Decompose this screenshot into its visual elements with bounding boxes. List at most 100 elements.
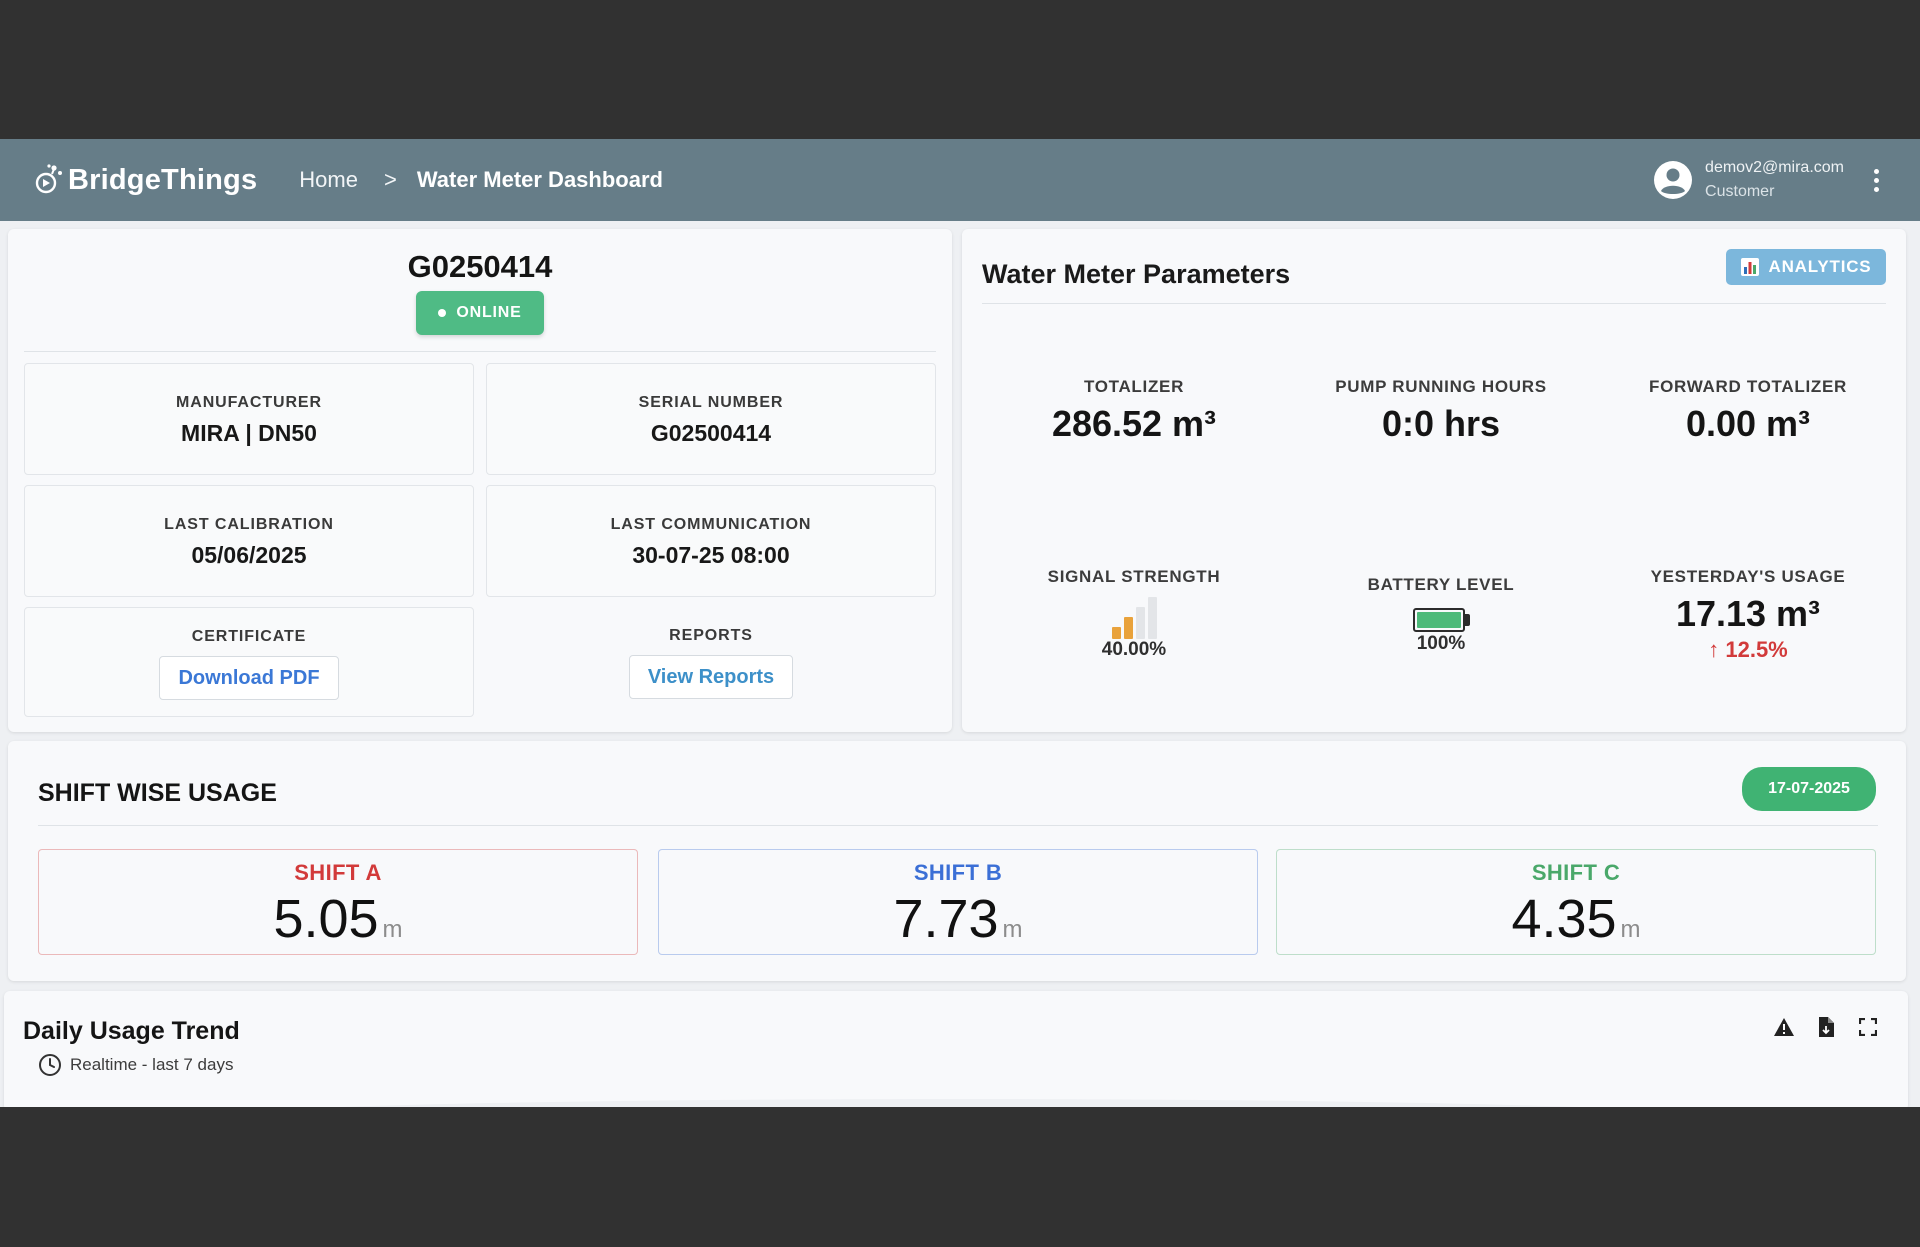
download-pdf-button[interactable]: Download PDF bbox=[159, 656, 339, 700]
user-info: demov2@mira.com Customer bbox=[1705, 156, 1844, 204]
yesterdays-usage-value: 17.13 m³ bbox=[1675, 593, 1821, 634]
view-reports-button[interactable]: View Reports bbox=[628, 655, 794, 699]
serial-number-value: G02500414 bbox=[650, 420, 772, 446]
last-communication-box: LAST COMMUNICATION 30-07-25 08:00 bbox=[486, 485, 936, 597]
shift-b-box: SHIFT B 7.73 m bbox=[658, 849, 1258, 955]
device-id: G0250414 bbox=[407, 249, 553, 284]
analytics-button-label: ANALYTICS bbox=[1768, 257, 1872, 276]
shift-date-picker[interactable]: 17-07-2025 bbox=[1742, 767, 1876, 811]
top-navigation-bar: BridgeThings Home > Water Meter Dashboar… bbox=[0, 139, 1920, 221]
totalizer-label: TOTALIZER bbox=[1083, 377, 1185, 396]
status-label: ONLINE bbox=[456, 304, 522, 321]
brand-logo[interactable]: BridgeThings bbox=[32, 163, 257, 197]
certificate-label: CERTIFICATE bbox=[191, 628, 307, 645]
shift-usage-unit: m bbox=[1620, 916, 1641, 943]
status-badge: ONLINE bbox=[416, 291, 544, 335]
last-communication-label: LAST COMMUNICATION bbox=[610, 516, 812, 533]
trend-title: Daily Usage Trend bbox=[23, 1017, 240, 1045]
divider bbox=[982, 303, 1886, 304]
shift-c-box: SHIFT C 4.35 m bbox=[1276, 849, 1876, 955]
signal-bar bbox=[1111, 627, 1121, 639]
certificate-box: CERTIFICATE Download PDF bbox=[24, 607, 474, 717]
shift-usage-number: 5.05 bbox=[273, 889, 379, 949]
trend-chart-area bbox=[184, 1099, 1734, 1107]
forward-totalizer-value: 0.00 m³ bbox=[1685, 403, 1811, 444]
shift-value: 4.35 m bbox=[1277, 888, 1875, 950]
yesterdays-usage-metric: YESTERDAY'S USAGE 17.13 m³ ↑ 12.5% bbox=[1598, 567, 1898, 663]
divider bbox=[38, 825, 1878, 826]
signal-bar bbox=[1123, 617, 1133, 639]
warning-icon[interactable] bbox=[1772, 1015, 1796, 1039]
parameters-title: Water Meter Parameters bbox=[982, 259, 1291, 289]
pump-running-hours-label: PUMP RUNNING HOURS bbox=[1335, 377, 1547, 396]
last-communication-value: 30-07-25 08:00 bbox=[632, 542, 790, 568]
shift-usage-title: SHIFT WISE USAGE bbox=[38, 779, 277, 807]
user-menu[interactable]: demov2@mira.com Customer bbox=[1653, 156, 1888, 204]
signal-strength-label: SIGNAL STRENGTH bbox=[1047, 567, 1221, 586]
account-circle-icon bbox=[1654, 161, 1693, 199]
bridgethings-logo-icon bbox=[35, 164, 62, 194]
serial-number-label: SERIAL NUMBER bbox=[638, 394, 784, 411]
shift-value: 7.73 m bbox=[659, 888, 1257, 950]
pump-running-hours-metric: PUMP RUNNING HOURS 0:0 hrs bbox=[1291, 377, 1591, 445]
battery-level-metric: BATTERY LEVEL 100% bbox=[1291, 575, 1591, 655]
trend-subtitle: Realtime - last 7 days bbox=[38, 1053, 233, 1077]
shift-value: 5.05 m bbox=[39, 888, 637, 950]
last-calibration-box: LAST CALIBRATION 05/06/2025 bbox=[24, 485, 474, 597]
export-file-icon[interactable] bbox=[1814, 1015, 1838, 1039]
last-calibration-label: LAST CALIBRATION bbox=[164, 516, 334, 533]
dashboard-app: BridgeThings Home > Water Meter Dashboar… bbox=[0, 139, 1920, 1107]
user-email: demov2@mira.com bbox=[1705, 159, 1844, 176]
device-info-card: G0250414 ONLINE MANUFACTURER MIRA | DN50… bbox=[8, 229, 952, 732]
serial-number-box: SERIAL NUMBER G02500414 bbox=[486, 363, 936, 475]
user-role: Customer bbox=[1705, 183, 1775, 200]
signal-bar bbox=[1135, 607, 1145, 639]
breadcrumb: Home > Water Meter Dashboard bbox=[299, 167, 663, 193]
battery-fill bbox=[1416, 612, 1461, 628]
breadcrumb-separator: > bbox=[383, 167, 397, 192]
yesterdays-usage-change: ↑ 12.5% bbox=[1708, 637, 1788, 662]
trend-timewindow-label: Realtime - last 7 days bbox=[70, 1055, 234, 1074]
forward-totalizer-label: FORWARD TOTALIZER bbox=[1649, 377, 1847, 396]
water-meter-parameters-card: Water Meter Parameters ANALYTICS TOTALIZ… bbox=[962, 229, 1906, 732]
yesterdays-usage-label: YESTERDAY'S USAGE bbox=[1650, 567, 1846, 586]
manufacturer-label: MANUFACTURER bbox=[176, 394, 322, 411]
signal-strength-value: 40.00% bbox=[1101, 639, 1167, 660]
signal-strength-metric: SIGNAL STRENGTH 40.00% bbox=[984, 567, 1284, 661]
signal-bars-icon bbox=[984, 595, 1284, 639]
shift-usage-unit: m bbox=[1002, 916, 1023, 943]
forward-totalizer-metric: FORWARD TOTALIZER 0.00 m³ bbox=[1598, 377, 1898, 445]
breadcrumb-home-link[interactable]: Home bbox=[299, 167, 358, 192]
shift-name: SHIFT C bbox=[1531, 860, 1621, 885]
battery-level-label: BATTERY LEVEL bbox=[1367, 575, 1515, 594]
status-dot-icon bbox=[438, 309, 447, 317]
shift-name: SHIFT B bbox=[913, 860, 1003, 885]
brand-name: BridgeThings bbox=[68, 163, 258, 196]
daily-usage-trend-card: Daily Usage Trend Realtime - last 7 days bbox=[4, 991, 1908, 1107]
shift-a-box: SHIFT A 5.05 m bbox=[38, 849, 638, 955]
reports-box: REPORTS View Reports bbox=[486, 607, 936, 719]
divider bbox=[24, 351, 936, 352]
more-vertical-icon[interactable] bbox=[1864, 162, 1888, 198]
manufacturer-value: MIRA | DN50 bbox=[181, 420, 317, 446]
pump-running-hours-value: 0:0 hrs bbox=[1381, 403, 1501, 444]
shift-usage-unit: m bbox=[382, 916, 403, 943]
manufacturer-box: MANUFACTURER MIRA | DN50 bbox=[24, 363, 474, 475]
totalizer-value: 286.52 m³ bbox=[1051, 403, 1217, 444]
shift-usage-number: 7.73 bbox=[893, 889, 999, 949]
breadcrumb-current-page: Water Meter Dashboard bbox=[416, 167, 663, 192]
clock-icon bbox=[39, 1054, 61, 1076]
fullscreen-icon[interactable] bbox=[1856, 1015, 1880, 1039]
shift-name: SHIFT A bbox=[294, 860, 382, 885]
shift-usage-number: 4.35 bbox=[1511, 889, 1617, 949]
last-calibration-value: 05/06/2025 bbox=[191, 542, 307, 568]
signal-bar bbox=[1147, 597, 1157, 639]
totalizer-metric: TOTALIZER 286.52 m³ bbox=[984, 377, 1284, 445]
bar-chart-icon bbox=[1740, 258, 1759, 276]
analytics-button[interactable]: ANALYTICS bbox=[1726, 249, 1886, 285]
trend-toolbar bbox=[1772, 1015, 1880, 1039]
battery-icon bbox=[1411, 607, 1471, 633]
battery-level-value: 100% bbox=[1416, 633, 1466, 654]
shift-wise-usage-card: SHIFT WISE USAGE 17-07-2025 SHIFT A 5.05… bbox=[8, 741, 1906, 981]
reports-label: REPORTS bbox=[669, 627, 753, 644]
